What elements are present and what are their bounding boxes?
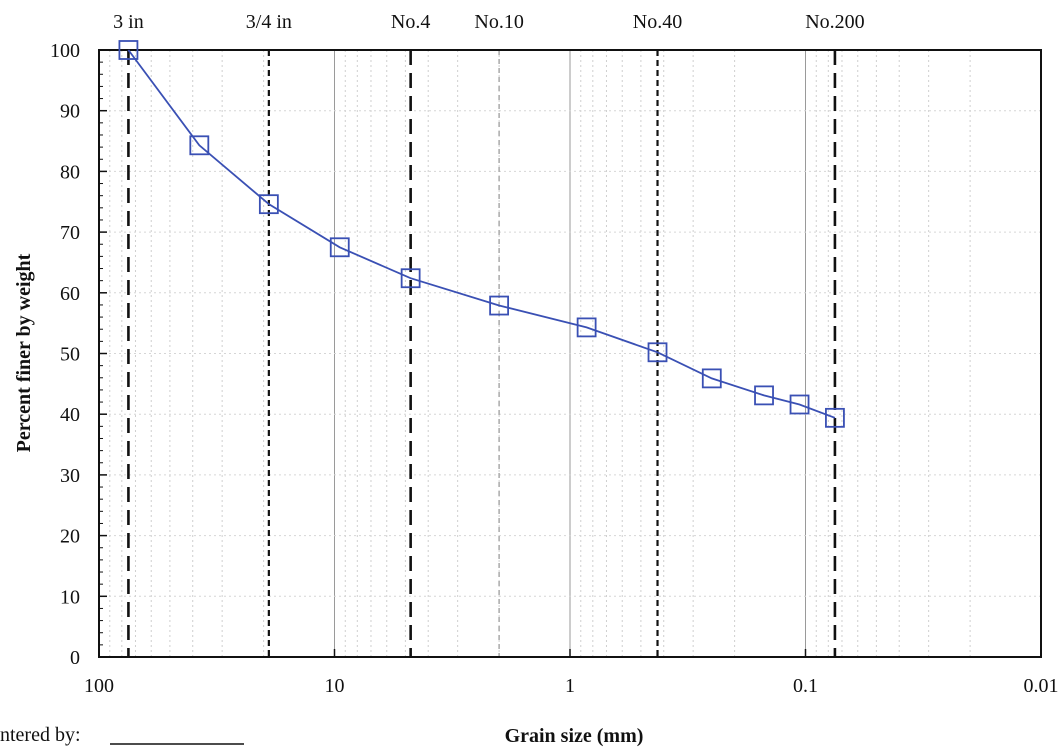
y-tick-label: 30 — [60, 465, 80, 487]
data-point-marker — [118, 40, 139, 60]
data-point-marker — [189, 135, 210, 156]
y-axis-title: Percent finer by weight — [13, 253, 35, 452]
x-tick-label: 0.01 — [1024, 675, 1059, 697]
x-tick-label: 10 — [325, 675, 345, 697]
data-point-marker — [258, 194, 279, 215]
y-tick-label: 60 — [60, 283, 80, 305]
y-tick-label: 90 — [60, 101, 80, 123]
data-point-marker — [701, 368, 722, 389]
sieve-label: No.200 — [805, 11, 864, 33]
grid — [98, 49, 1042, 658]
series — [118, 40, 845, 428]
sieve-label: No.4 — [391, 11, 430, 33]
y-tick-label: 40 — [60, 404, 80, 426]
data-point-marker — [329, 237, 350, 258]
x-tick-label: 1 — [565, 675, 575, 697]
y-axis-ticks: 0 10 20 30 40 50 60 70 80 90 100 — [50, 40, 107, 669]
data-point-marker — [754, 385, 774, 406]
sieve-label: 3 in — [113, 11, 144, 33]
data-point-marker — [400, 268, 421, 289]
sieve-label: No.40 — [633, 11, 682, 33]
data-point-marker — [825, 407, 845, 428]
data-point-marker — [576, 317, 597, 338]
entered-by-label: ntered by: — [0, 724, 81, 746]
data-point-marker — [489, 295, 510, 316]
y-tick-label: 10 — [60, 586, 80, 608]
series-line — [127, 49, 836, 419]
y-tick-label: 70 — [60, 222, 80, 244]
x-axis-ticks: 100 10 1 0.1 0.01 — [84, 649, 1059, 697]
x-tick-label: 100 — [84, 675, 114, 697]
data-point-marker — [789, 394, 810, 415]
sieve-labels: 3 in 3/4 in No.4 No.10 No.40 No.200 — [113, 11, 865, 33]
sieve-lines — [127, 50, 837, 657]
y-tick-label: 80 — [60, 161, 80, 183]
y-tick-label: 100 — [50, 40, 80, 62]
y-tick-label: 50 — [60, 344, 80, 366]
sieve-label: No.10 — [474, 11, 523, 33]
y-tick-label: 20 — [60, 526, 80, 548]
x-axis-title: Grain size (mm) — [505, 725, 644, 747]
sieve-label: 3/4 in — [246, 11, 292, 33]
y-tick-label: 0 — [70, 647, 80, 669]
data-point-marker — [647, 342, 668, 363]
x-tick-label: 0.1 — [793, 675, 818, 697]
